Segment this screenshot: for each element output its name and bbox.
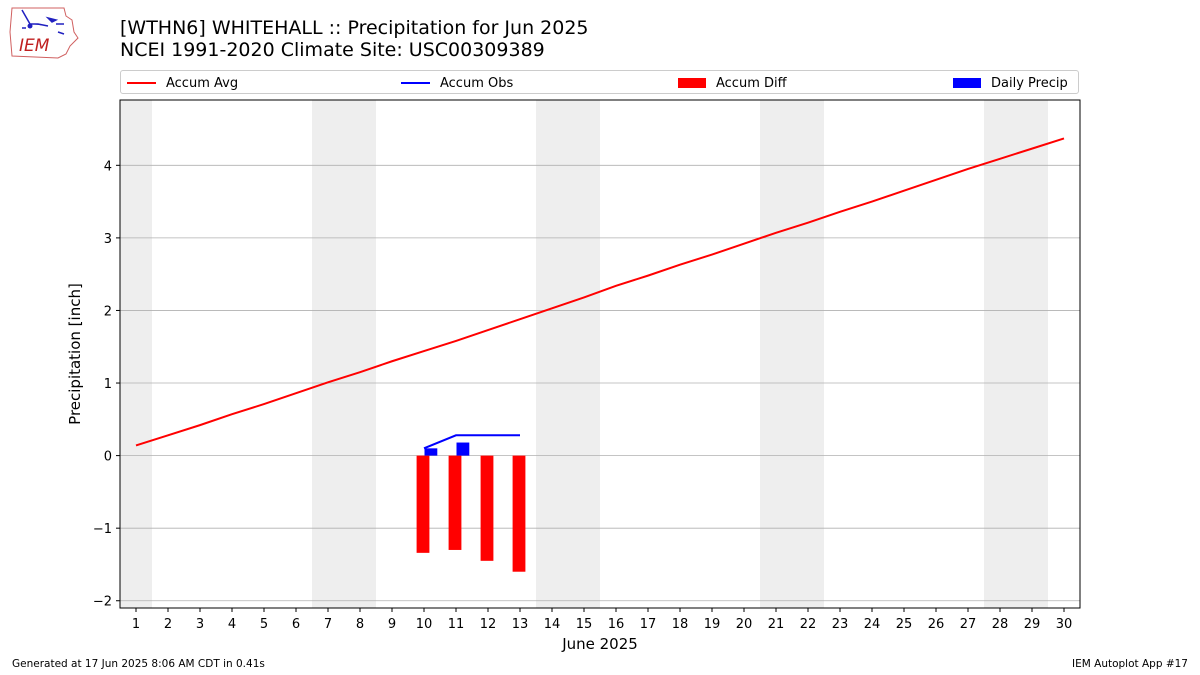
daily-precip-bar-day-11: [456, 442, 470, 456]
y-tick-label--1: −1: [93, 522, 112, 537]
x-tick-label-18: 18: [672, 617, 689, 632]
y-gridlines: [120, 164, 1080, 602]
x-tick-label-22: 22: [800, 617, 817, 632]
x-tick-label-2: 2: [164, 617, 172, 632]
x-tick-label-20: 20: [736, 617, 753, 632]
y-axis-label: Precipitation [inch]: [66, 283, 84, 425]
y-tick-label-0: 0: [104, 450, 112, 465]
y-tick-label-3: 3: [104, 232, 112, 247]
legend-accum-obs: Accum Obs: [401, 74, 513, 92]
legend-label-accum-avg: Accum Avg: [166, 75, 239, 91]
x-tick-label-9: 9: [388, 617, 396, 632]
accum-diff-bar-day-12: [480, 455, 494, 561]
y-tick-label-2: 2: [104, 304, 112, 319]
footer-app: IEM Autoplot App #17: [1072, 658, 1188, 670]
x-tick-label-10: 10: [416, 617, 433, 632]
x-tick-label-7: 7: [324, 617, 332, 632]
x-tick-label-3: 3: [196, 617, 204, 632]
y-tick-label-1: 1: [104, 377, 112, 392]
logo-text: IEM: [19, 36, 50, 56]
x-tick-label-27: 27: [960, 617, 977, 632]
x-tick-label-8: 8: [356, 617, 364, 632]
weekend-shading: [120, 100, 1048, 608]
weekend-band-4: [984, 100, 1048, 608]
x-axis-label: June 2025: [561, 635, 638, 653]
legend-swatch-accum-obs: [401, 82, 430, 84]
x-tick-label-21: 21: [768, 617, 785, 632]
x-tick-label-24: 24: [864, 617, 881, 632]
x-tick-label-30: 30: [1056, 617, 1073, 632]
x-tick-label-4: 4: [228, 617, 236, 632]
x-tick-label-11: 11: [448, 617, 465, 632]
daily-precip-bar-day-10: [424, 448, 438, 456]
y-tick-label-4: 4: [104, 159, 112, 174]
accum-diff-bar-day-13: [512, 455, 526, 572]
x-axis: 1 2 3 4 5 6 7 8 9 10 11 12 13 14 15 16 17 18 19 20 21 22 23 24 2…: [132, 608, 1072, 632]
legend-swatch-accum-diff: [678, 78, 706, 88]
plot-frame: [119, 99, 1081, 609]
footer-generated: Generated at 17 Jun 2025 8:06 AM CDT in …: [12, 658, 265, 670]
x-tick-label-25: 25: [896, 617, 913, 632]
accum-avg-line: [135, 137, 1065, 447]
x-tick-label-28: 28: [992, 617, 1009, 632]
x-tick-label-16: 16: [608, 617, 625, 632]
x-tick-label-29: 29: [1024, 617, 1041, 632]
chart-subtitle: NCEI 1991-2020 Climate Site: USC00309389: [120, 39, 545, 61]
y-axis: −2 −1 0 1 2 3 4: [93, 159, 120, 610]
weekend-band-1: [312, 100, 376, 608]
legend-label-daily-precip: Daily Precip: [991, 75, 1068, 91]
accum-obs-line: [423, 434, 520, 450]
x-tick-label-5: 5: [260, 617, 268, 632]
iem-logo: IEM: [9, 7, 79, 59]
x-tick-label-14: 14: [544, 617, 561, 632]
weekend-band-3: [760, 100, 824, 608]
x-tick-label-1: 1: [132, 617, 140, 632]
accum-diff-bar-day-11: [448, 455, 462, 550]
y-tick-label--2: −2: [93, 595, 112, 610]
bar-marks: [416, 442, 526, 572]
x-tick-label-23: 23: [832, 617, 849, 632]
chart-legend: Accum Avg Accum Obs Accum Diff Daily Pre…: [120, 70, 1079, 94]
weekend-band-0: [120, 100, 152, 608]
legend-label-accum-obs: Accum Obs: [440, 75, 514, 91]
x-tick-label-6: 6: [292, 617, 300, 632]
line-marks: [135, 137, 1065, 450]
legend-label-accum-diff: Accum Diff: [716, 75, 787, 91]
weekend-band-2: [536, 100, 600, 608]
chart-title: [WTHN6] WHITEHALL :: Precipitation for J…: [120, 17, 589, 39]
legend-swatch-accum-avg: [127, 82, 156, 84]
x-tick-label-19: 19: [704, 617, 721, 632]
x-tick-label-13: 13: [512, 617, 529, 632]
legend-accum-avg: Accum Avg: [127, 74, 238, 92]
legend-accum-diff: Accum Diff: [678, 74, 787, 92]
legend-swatch-daily-precip: [953, 78, 981, 88]
x-tick-label-15: 15: [576, 617, 593, 632]
x-tick-label-17: 17: [640, 617, 657, 632]
x-tick-label-12: 12: [480, 617, 497, 632]
legend-daily-precip: Daily Precip: [953, 74, 1068, 92]
accum-diff-bar-day-10: [416, 455, 430, 553]
x-tick-label-26: 26: [928, 617, 945, 632]
